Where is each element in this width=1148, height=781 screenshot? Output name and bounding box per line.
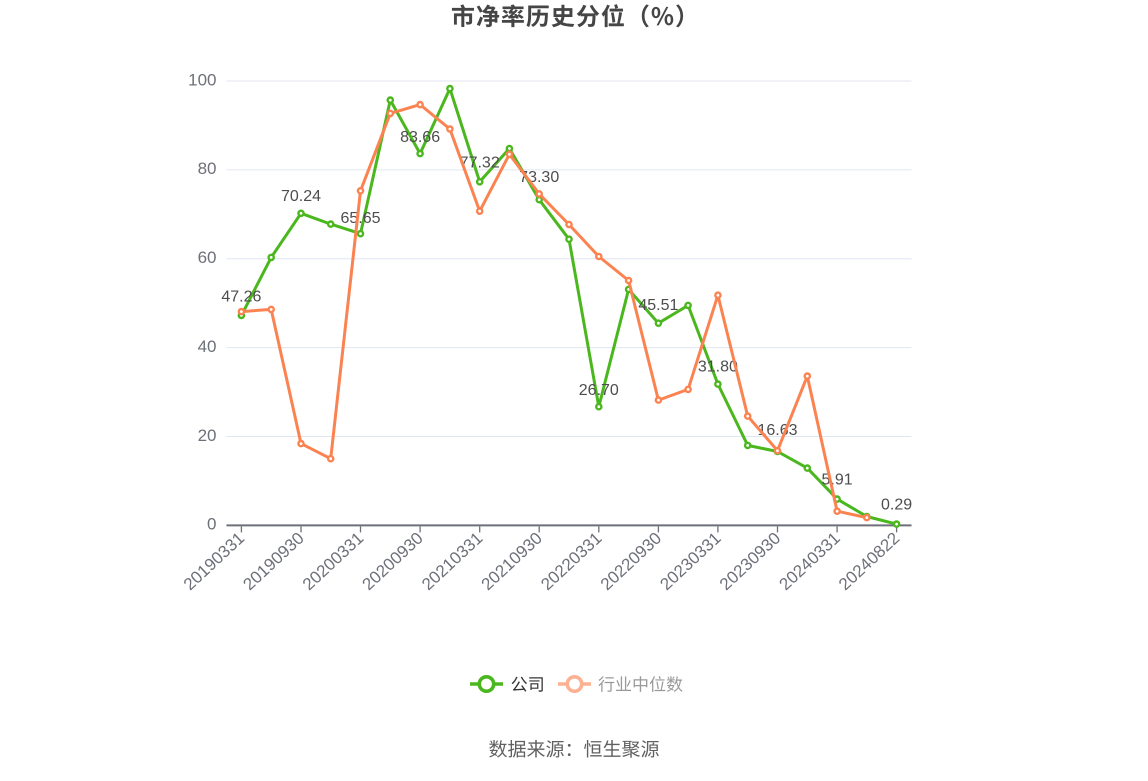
svg-text:0.29: 0.29 [881,496,912,513]
svg-text:20240331: 20240331 [776,529,844,594]
svg-text:20210331: 20210331 [418,529,486,594]
svg-text:20200331: 20200331 [299,529,367,594]
svg-text:80: 80 [198,159,217,178]
svg-text:100: 100 [188,70,216,89]
svg-text:20210930: 20210930 [478,529,546,594]
svg-text:70.24: 70.24 [281,188,321,205]
svg-text:5.91: 5.91 [822,471,853,488]
svg-text:20220930: 20220930 [597,529,665,594]
svg-text:20230331: 20230331 [656,529,724,594]
svg-text:47.26: 47.26 [221,289,261,306]
svg-text:20200930: 20200930 [359,529,427,594]
svg-text:65.65: 65.65 [340,210,380,227]
svg-text:20230930: 20230930 [716,529,784,594]
svg-text:40: 40 [198,337,217,356]
svg-text:20240822: 20240822 [835,529,903,594]
svg-text:45.51: 45.51 [638,297,678,314]
svg-text:83.66: 83.66 [400,129,440,146]
svg-text:20190930: 20190930 [239,529,307,594]
svg-text:31.80: 31.80 [698,359,738,376]
svg-text:26.70: 26.70 [579,382,619,399]
svg-text:20220331: 20220331 [537,529,605,594]
svg-text:20190331: 20190331 [180,529,248,594]
svg-text:20: 20 [198,426,217,445]
svg-text:60: 60 [198,248,217,267]
svg-text:77.32: 77.32 [460,154,500,171]
svg-text:0: 0 [207,515,216,534]
